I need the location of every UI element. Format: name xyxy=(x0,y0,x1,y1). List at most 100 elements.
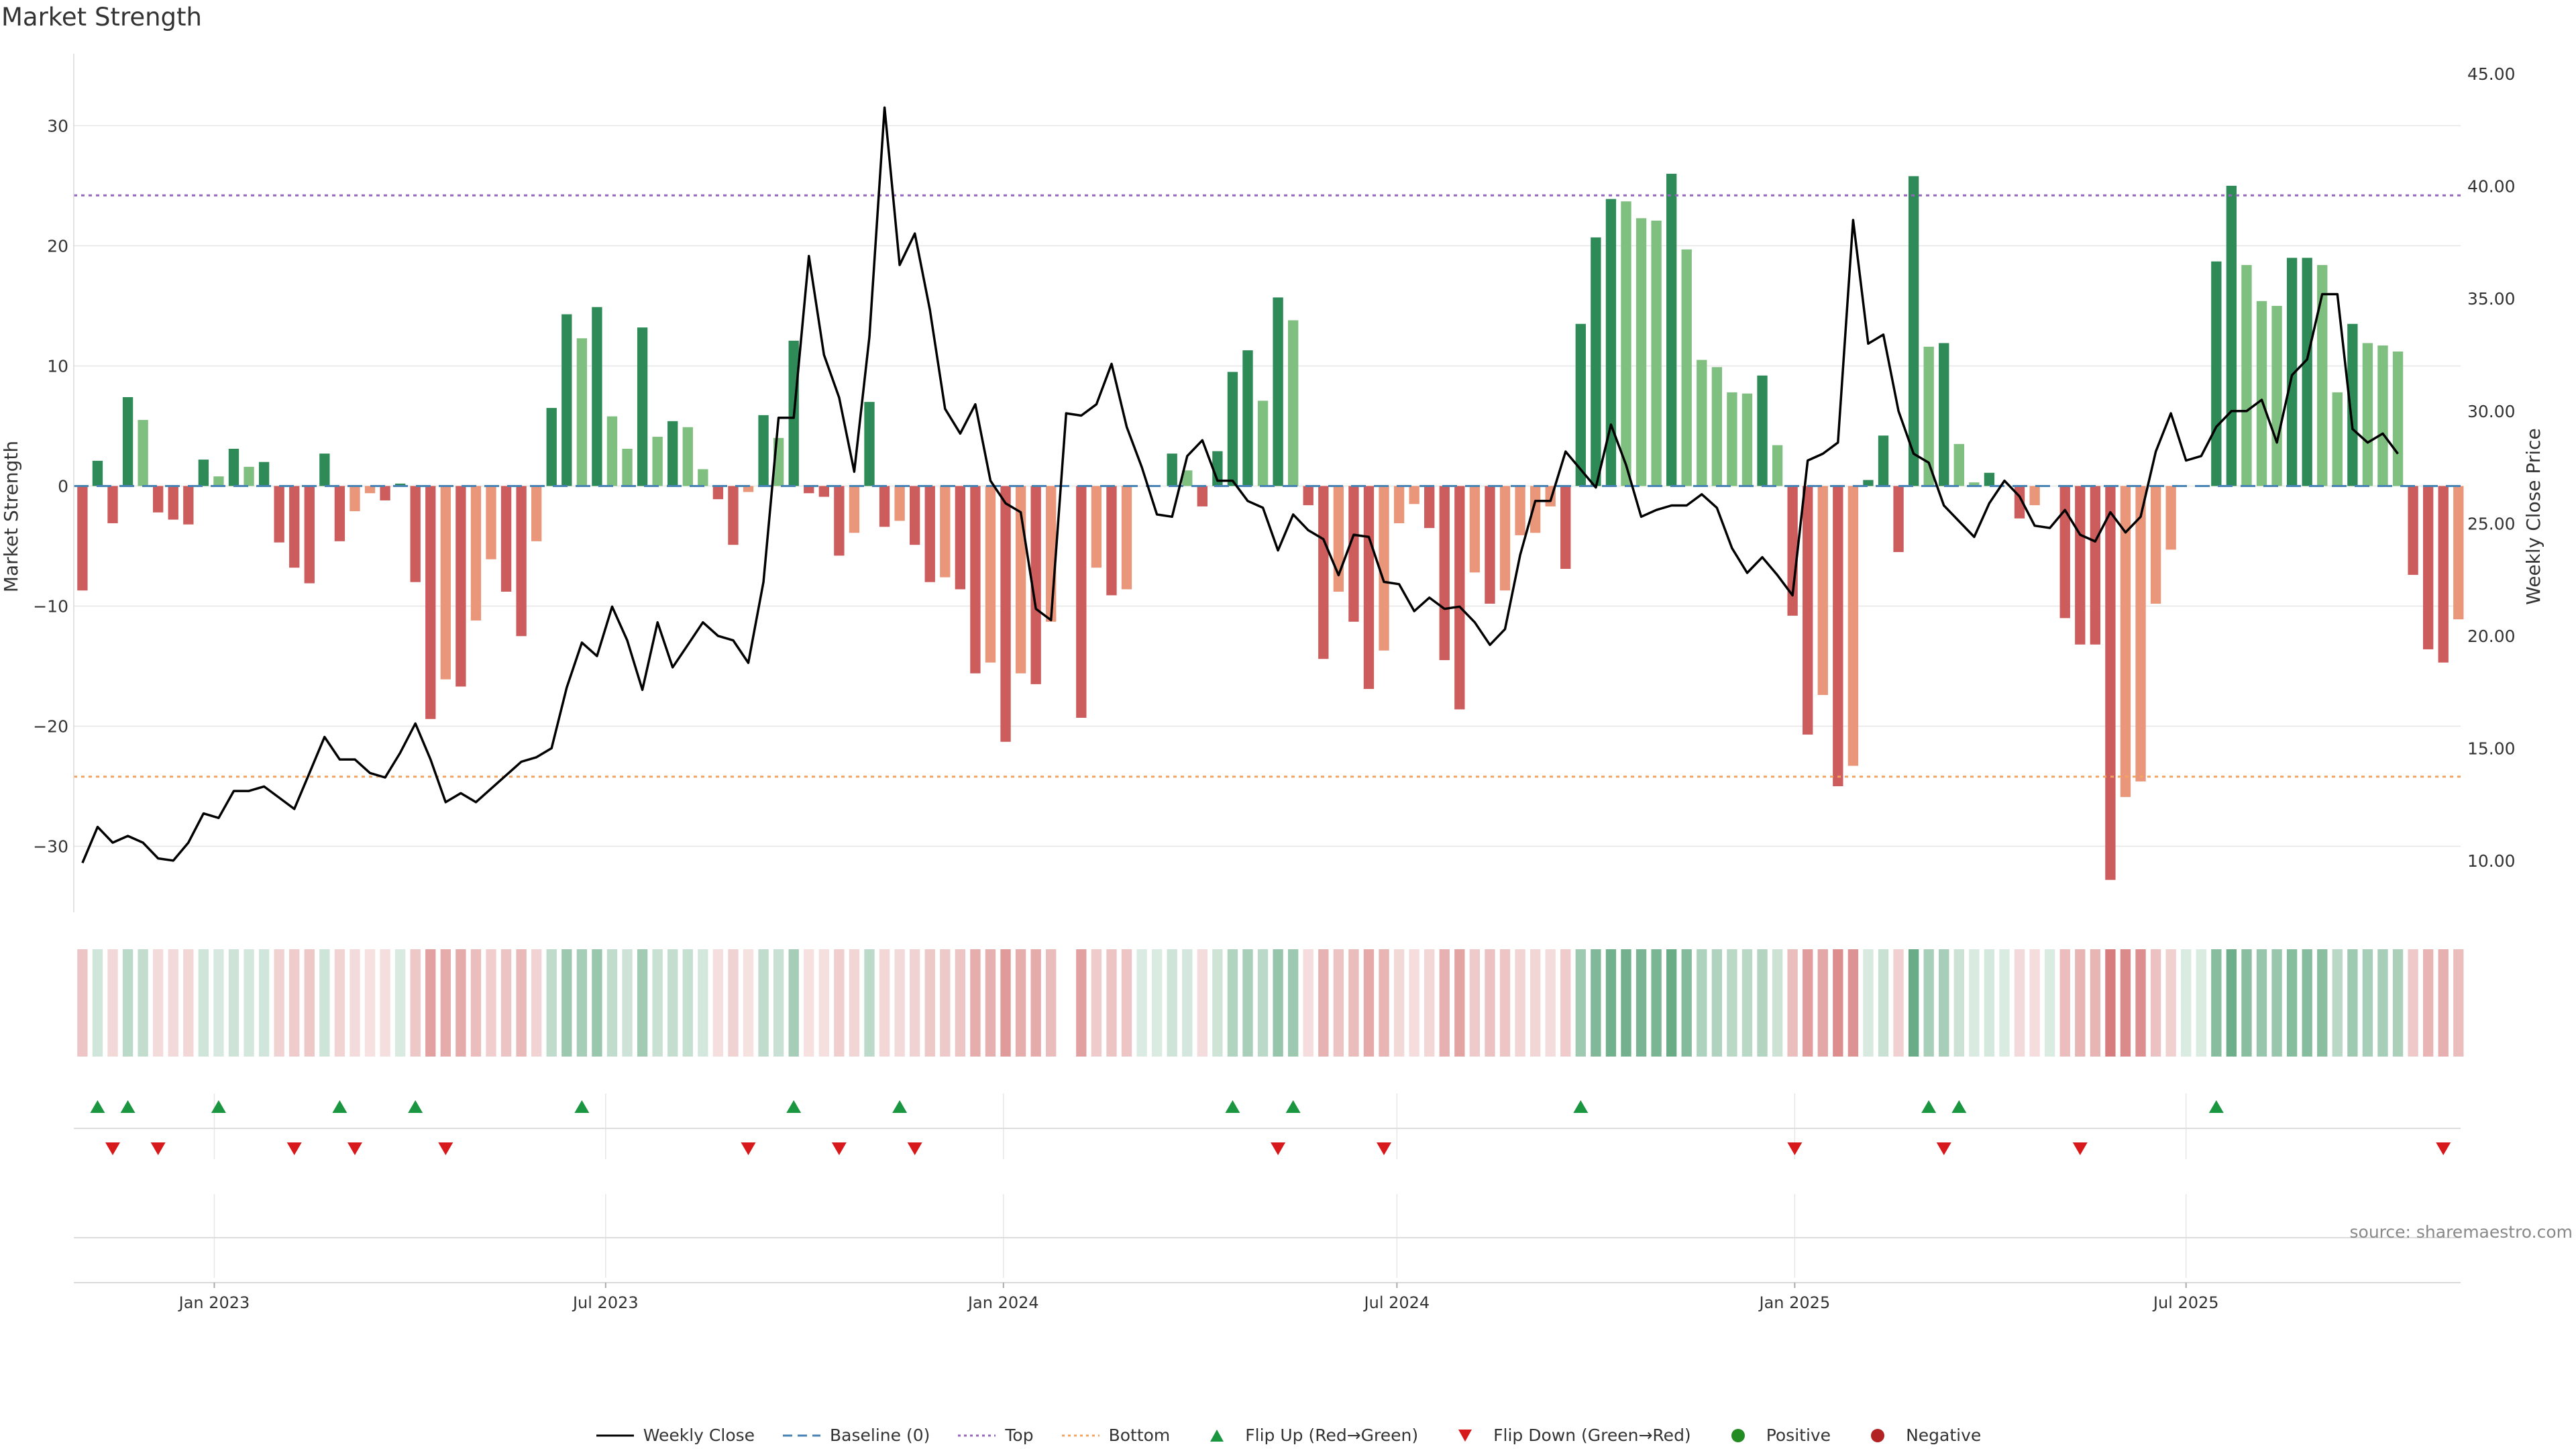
price-layer xyxy=(81,106,2399,863)
strip-cell xyxy=(1439,949,1450,1057)
bar-layer xyxy=(77,174,2464,880)
strip-cell xyxy=(1741,949,1753,1057)
strength-bar xyxy=(455,486,466,687)
strip-cell xyxy=(804,949,814,1057)
right-tick-label: 35.00 xyxy=(2467,289,2516,309)
strip-cell xyxy=(1529,949,1541,1057)
x-tick-label: Jul 2024 xyxy=(1363,1293,1430,1312)
strength-bar xyxy=(592,307,602,486)
strip-cell xyxy=(1136,949,1147,1057)
strength-bar xyxy=(410,486,421,582)
strip-cell xyxy=(924,949,935,1057)
flip-up-marker xyxy=(1951,1100,1967,1113)
legend-label: Positive xyxy=(1766,1426,1831,1445)
flip-down-marker xyxy=(2436,1142,2451,1155)
strip-cell xyxy=(1635,949,1647,1057)
strip-cell xyxy=(244,949,254,1057)
strength-bar xyxy=(153,486,164,513)
flip-up-marker xyxy=(90,1100,105,1113)
strip-cell xyxy=(2059,949,2070,1057)
strip-cell xyxy=(2286,949,2298,1057)
strip-cell xyxy=(1257,949,1269,1057)
strip-cell xyxy=(712,949,724,1057)
strip-cell xyxy=(546,949,557,1057)
strength-bar xyxy=(1591,237,1601,486)
strip-cell xyxy=(122,949,133,1057)
flip-down-marker xyxy=(1377,1142,1392,1155)
strip-cell xyxy=(1151,949,1163,1057)
strength-bar xyxy=(440,486,451,680)
flip-up-marker xyxy=(332,1100,347,1113)
strength-bar xyxy=(2332,392,2343,486)
legend-item: Baseline (0) xyxy=(782,1426,930,1445)
strip-cell xyxy=(2408,949,2418,1057)
right-tick-label: 10.00 xyxy=(2467,851,2516,871)
legend-swatch xyxy=(1210,1429,1224,1442)
flip-down-marker xyxy=(105,1142,121,1155)
strip-cell xyxy=(1651,949,1662,1057)
strength-bar xyxy=(1454,486,1465,710)
strip-cell xyxy=(1167,949,1177,1057)
axes: −30 −20 −10 0 10 20 30 10.00 15.00 20.00 25.00 30.0… xyxy=(0,54,2544,1312)
strength-bar xyxy=(1076,486,1087,718)
legend-label: Weekly Close xyxy=(643,1426,755,1445)
strength-bar xyxy=(2211,261,2222,486)
strength-bar xyxy=(2302,258,2312,486)
strip-cell xyxy=(728,949,739,1057)
strip-cell xyxy=(1711,949,1723,1057)
reference-lines xyxy=(74,194,2461,778)
flip-down-marker xyxy=(1787,1142,1803,1155)
strength-bar xyxy=(1167,453,1177,486)
strip-cell xyxy=(2181,949,2192,1057)
strength-bar xyxy=(500,486,512,592)
strength-bar xyxy=(1393,486,1405,523)
strip-cell xyxy=(531,949,542,1057)
strip-cell xyxy=(2453,949,2464,1057)
left-tick-label: 10 xyxy=(47,356,68,376)
flip-up-marker xyxy=(2208,1100,2224,1113)
strength-bar xyxy=(2150,486,2161,604)
strength-strip xyxy=(77,949,2464,1057)
strength-bar xyxy=(818,486,829,497)
strip-cell xyxy=(1106,949,1117,1057)
strength-bar xyxy=(2377,345,2388,486)
strength-bar xyxy=(2286,258,2298,486)
strength-bar xyxy=(2392,351,2404,486)
strip-cell xyxy=(1984,949,1995,1057)
strip-cell xyxy=(894,949,905,1057)
strength-bar xyxy=(486,486,496,559)
legend-triangle-up xyxy=(1210,1429,1224,1442)
strip-cell xyxy=(1303,949,1313,1057)
strength-bar xyxy=(1741,393,1753,486)
strip-cell xyxy=(500,949,512,1057)
strip-cell xyxy=(1727,949,1737,1057)
strength-bar xyxy=(1046,486,1057,622)
flip-up-marker xyxy=(408,1100,423,1113)
legend-circle xyxy=(1871,1428,1885,1442)
left-tick-label: −20 xyxy=(33,717,68,737)
strength-bar xyxy=(758,415,769,486)
strength-bar xyxy=(1257,400,1269,486)
strength-bar xyxy=(1681,249,1692,486)
strength-bar xyxy=(1227,372,1238,486)
strength-bar xyxy=(667,421,678,486)
strength-bar xyxy=(2090,486,2101,645)
right-tick-label: 45.00 xyxy=(2467,64,2516,84)
strength-bar xyxy=(955,486,966,590)
strip-cell xyxy=(1409,949,1419,1057)
strip-cell xyxy=(1469,949,1481,1057)
left-tick-label: 20 xyxy=(47,236,68,256)
chart-legend: Weekly Close Baseline (0) Top Bottom Flip Up… xyxy=(0,1426,2576,1445)
strip-cell xyxy=(1545,949,1556,1057)
strength-bar xyxy=(2256,301,2267,486)
x-tick-label: Jan 2025 xyxy=(1758,1293,1831,1312)
right-tick-label: 20.00 xyxy=(2467,627,2516,646)
right-tick-label: 15.00 xyxy=(2467,739,2516,758)
strength-bar xyxy=(1242,350,1253,486)
strip-cell xyxy=(2438,949,2449,1057)
strength-bar xyxy=(864,402,875,486)
strength-bar xyxy=(2347,323,2358,486)
strip-cell xyxy=(1393,949,1405,1057)
strip-cell xyxy=(1288,949,1299,1057)
strength-bar xyxy=(1273,297,1283,486)
